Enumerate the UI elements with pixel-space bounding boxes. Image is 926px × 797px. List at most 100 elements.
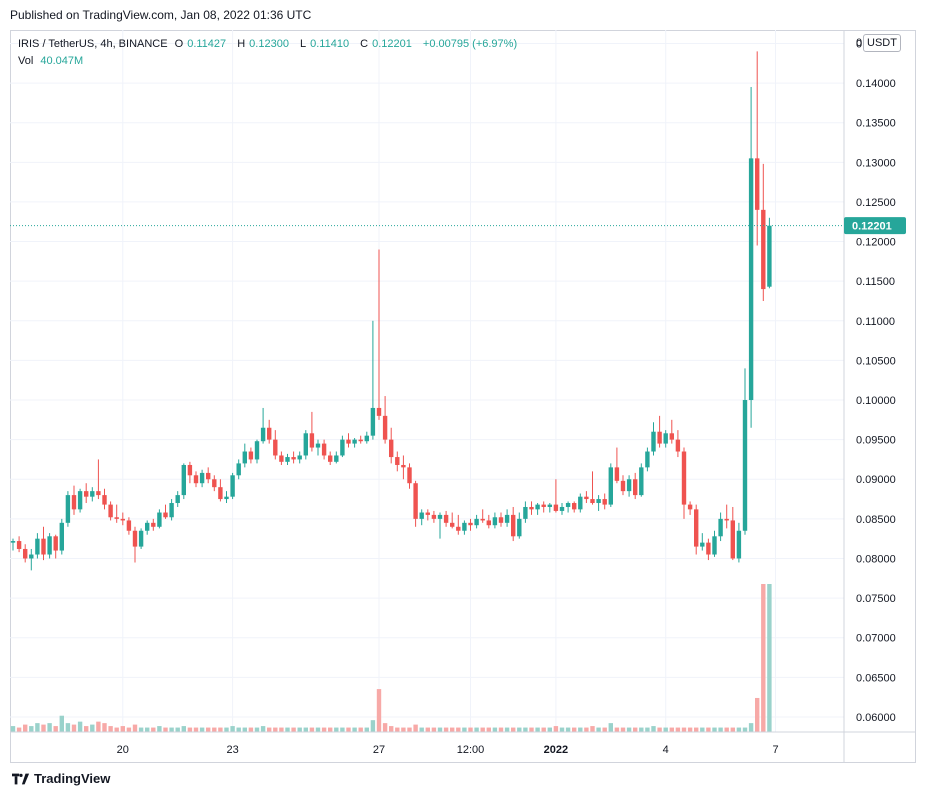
candle-body bbox=[29, 554, 34, 559]
candle-body bbox=[114, 517, 119, 519]
candle-body bbox=[212, 479, 217, 488]
candle-body bbox=[712, 536, 717, 555]
candle-body bbox=[535, 504, 540, 510]
footer-brand[interactable]: TradingView bbox=[12, 771, 110, 786]
volume-bar bbox=[334, 727, 339, 732]
currency-button[interactable]: USDT bbox=[863, 34, 901, 52]
y-tick-label: 0.10500 bbox=[856, 355, 896, 367]
volume-bar bbox=[352, 727, 357, 732]
volume-bar bbox=[553, 726, 559, 732]
volume-bar bbox=[736, 727, 742, 732]
candle-body bbox=[608, 467, 613, 505]
candle-body bbox=[572, 503, 577, 510]
volume-bar bbox=[425, 727, 430, 732]
candle-body bbox=[187, 464, 193, 476]
volume-bars bbox=[10, 584, 772, 732]
volume-bar bbox=[346, 727, 351, 732]
y-tick-label: 0.08500 bbox=[856, 514, 896, 526]
candlestick-chart[interactable]: 0.145000.140000.135000.130000.125000.120… bbox=[10, 30, 916, 763]
candle-body bbox=[145, 522, 150, 531]
volume-bar bbox=[273, 727, 278, 732]
open-value: 0.11427 bbox=[187, 38, 227, 50]
volume-bar bbox=[669, 727, 674, 732]
volume-bar bbox=[297, 727, 302, 732]
low-label: L bbox=[300, 38, 307, 50]
candle-body bbox=[626, 479, 632, 492]
candle-body bbox=[193, 475, 199, 484]
candle-body bbox=[334, 455, 339, 462]
volume-bar bbox=[41, 724, 46, 732]
candle-body bbox=[163, 512, 168, 518]
volume-bar bbox=[84, 726, 89, 732]
volume-bar bbox=[651, 726, 656, 732]
volume-bar bbox=[474, 727, 479, 732]
y-tick-label: 0 bbox=[856, 37, 862, 49]
candle-body bbox=[236, 463, 241, 476]
volume-label: Vol bbox=[18, 55, 34, 67]
candle-body bbox=[694, 509, 699, 547]
grid bbox=[10, 30, 844, 732]
volume-bar bbox=[511, 727, 516, 732]
price-axis[interactable]: 0.145000.140000.135000.130000.125000.120… bbox=[843, 30, 896, 763]
candles bbox=[10, 51, 772, 571]
volume-bar bbox=[462, 727, 467, 732]
candle-body bbox=[474, 518, 479, 526]
volume-bar bbox=[626, 727, 632, 732]
volume-bar bbox=[657, 727, 662, 732]
volume-bar bbox=[163, 727, 168, 732]
volume-bar bbox=[694, 727, 699, 732]
candle-body bbox=[425, 512, 430, 515]
candle-body bbox=[669, 433, 674, 440]
candle-body bbox=[382, 415, 388, 440]
volume-bar bbox=[529, 727, 534, 732]
volume-bar bbox=[47, 723, 52, 732]
candle-body bbox=[315, 443, 321, 448]
volume-bar bbox=[748, 723, 754, 732]
candle-body bbox=[248, 451, 254, 460]
time-axis[interactable]: 20 23 27 12:00 2022 4 7 bbox=[10, 731, 916, 756]
candle-body bbox=[431, 514, 437, 519]
volume-bar bbox=[468, 727, 473, 732]
y-tick-label: 0.07500 bbox=[856, 593, 896, 605]
close-value: 0.12201 bbox=[372, 38, 412, 50]
candle-body bbox=[364, 435, 369, 442]
volume-bar bbox=[663, 727, 668, 732]
volume-bar bbox=[535, 727, 540, 732]
y-tick-label: 0.06000 bbox=[856, 712, 896, 724]
volume-bar bbox=[645, 727, 650, 732]
candle-body bbox=[224, 496, 229, 500]
volume-bar bbox=[187, 727, 193, 732]
volume-bar bbox=[90, 724, 95, 732]
volume-bar bbox=[151, 727, 156, 732]
candle-body bbox=[90, 491, 95, 497]
published-caption: Published on TradingView.com, Jan 08, 20… bbox=[10, 8, 312, 22]
volume-bar bbox=[303, 727, 308, 732]
candle-body bbox=[547, 504, 552, 507]
volume-bar bbox=[742, 727, 748, 732]
candle-body bbox=[126, 520, 132, 531]
candle-body bbox=[407, 467, 412, 484]
candle-body bbox=[450, 522, 455, 527]
candle-body bbox=[437, 514, 443, 519]
volume-bar bbox=[29, 726, 34, 732]
volume-bar bbox=[175, 727, 180, 732]
x-tick-label: 27 bbox=[373, 744, 385, 756]
candle-body bbox=[468, 522, 473, 526]
volume-bar bbox=[602, 727, 607, 732]
close-label: C bbox=[360, 38, 369, 50]
volume-bar bbox=[364, 727, 369, 732]
candle-body bbox=[706, 542, 711, 555]
volume-bar bbox=[389, 726, 394, 732]
candle-body bbox=[614, 467, 620, 481]
volume-bar bbox=[413, 724, 418, 732]
volume-bar bbox=[157, 726, 162, 732]
volume-bar bbox=[169, 727, 174, 732]
y-tick-label: 0.11000 bbox=[856, 316, 895, 328]
candle-body bbox=[687, 504, 693, 510]
candle-body bbox=[389, 439, 394, 458]
volume-bar bbox=[218, 727, 223, 732]
volume-bar bbox=[291, 727, 296, 732]
volume-bar bbox=[407, 727, 412, 732]
candle-body bbox=[657, 431, 662, 444]
volume-bar bbox=[498, 727, 504, 732]
